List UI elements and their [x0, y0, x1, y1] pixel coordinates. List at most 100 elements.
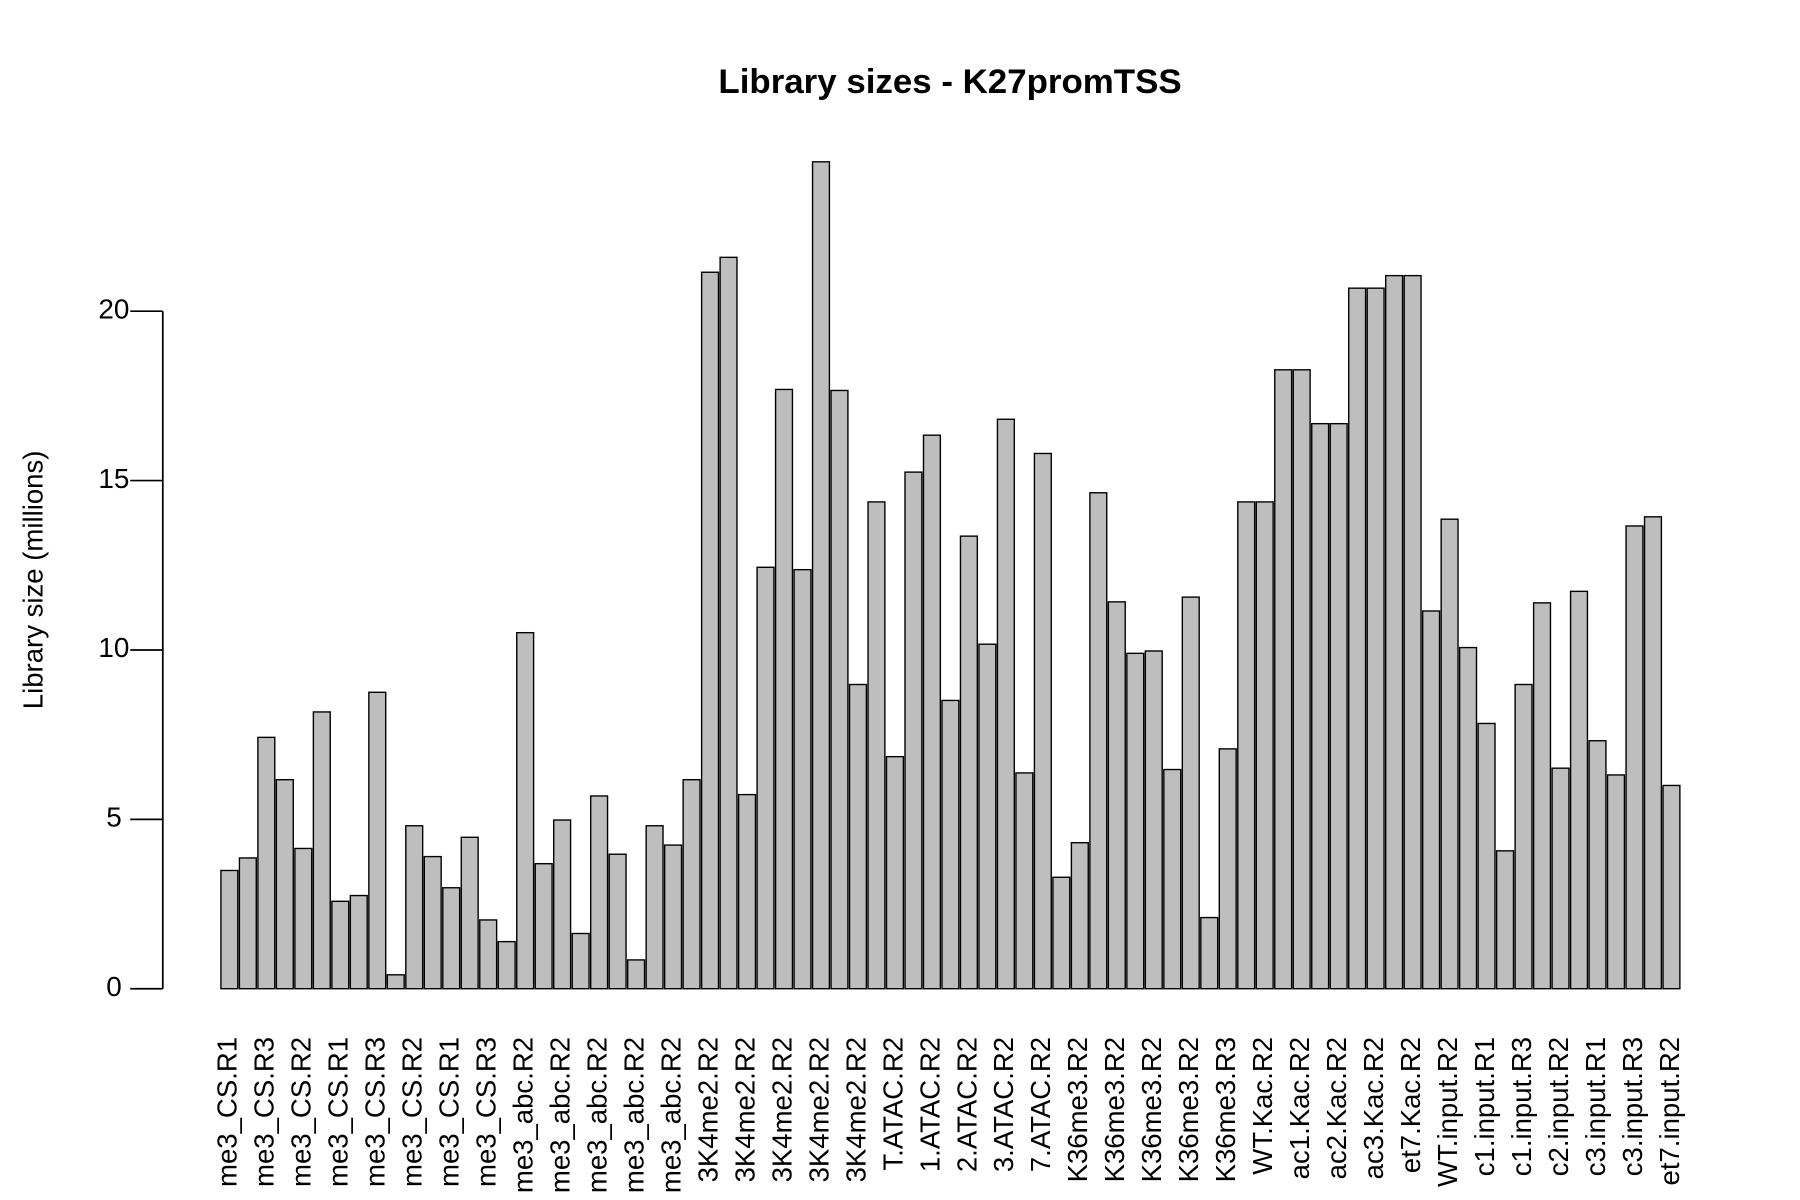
bar: [996, 418, 1015, 990]
bar: [534, 863, 553, 990]
bar: [1033, 452, 1052, 990]
chart-title: Library sizes - K27promTSS: [718, 63, 1181, 101]
bar: [645, 825, 664, 990]
x-tick-label: me3_CS.R3: [249, 1037, 280, 1187]
bar: [1311, 422, 1330, 990]
x-tick-label: 3K4me2.R2: [729, 1037, 760, 1182]
y-tick-label: 20: [98, 294, 129, 325]
x-tick-label: me3_CS.R2: [286, 1037, 317, 1187]
bar: [220, 869, 239, 990]
x-tick-label: ac3.Kac.R2: [1358, 1037, 1389, 1179]
bar: [978, 643, 997, 990]
x-tick-label: 7.ATAC.R2: [1025, 1037, 1056, 1172]
x-tick-label: 3.ATAC.R2: [988, 1037, 1019, 1172]
x-tick-label: T.ATAC.R2: [877, 1037, 908, 1171]
bar: [386, 974, 405, 990]
y-tick-label: 0: [106, 971, 122, 1002]
x-tick-label: et7.input.R2: [1654, 1037, 1685, 1186]
bar: [811, 161, 831, 990]
bar: [922, 434, 942, 990]
bar: [331, 900, 350, 990]
bar: [941, 699, 960, 990]
x-tick-label: me3_abc.R2: [581, 1037, 612, 1193]
bar: [1163, 768, 1182, 990]
bar: [608, 853, 627, 990]
bar: [737, 793, 757, 990]
x-tick-label: me3_CS.R1: [323, 1037, 354, 1187]
bar: [1329, 422, 1348, 990]
bar: [867, 501, 886, 990]
x-tick-label: me3_abc.R2: [507, 1037, 538, 1193]
x-tick-label: 3K4me2.R2: [803, 1037, 834, 1182]
x-tick-label: ac1.Kac.R2: [1284, 1037, 1315, 1179]
bar: [1625, 525, 1644, 990]
bar: [1200, 916, 1219, 990]
bar: [1292, 369, 1311, 990]
bar: [1514, 683, 1533, 990]
bar: [368, 691, 387, 990]
bar: [774, 388, 794, 990]
bar: [1588, 740, 1607, 990]
bar: [405, 825, 424, 990]
bar: [1532, 602, 1552, 990]
bar: [1089, 492, 1108, 990]
x-tick-label: me3_CS.R2: [396, 1037, 427, 1187]
bar: [275, 779, 294, 990]
x-tick-label: K36me3.R2: [1062, 1037, 1093, 1182]
bar: [793, 568, 812, 990]
bar: [1107, 601, 1126, 990]
bar: [830, 389, 849, 990]
x-tick-label: c3.input.R1: [1580, 1037, 1611, 1176]
x-tick-label: ac2.Kac.R2: [1321, 1037, 1352, 1179]
y-axis-label: Library size (millions): [17, 451, 48, 710]
bar: [1070, 842, 1089, 990]
x-tick-label: 3K4me2.R2: [692, 1037, 723, 1182]
bar: [1495, 850, 1515, 990]
bar: [904, 471, 923, 990]
bar: [1606, 774, 1626, 990]
x-tick-label: me3_abc.R2: [544, 1037, 575, 1193]
bar: [1384, 274, 1404, 990]
bar: [479, 919, 498, 990]
bar: [1052, 876, 1071, 990]
bar: [1458, 646, 1478, 990]
bar: [553, 819, 572, 990]
bar: [1348, 287, 1367, 990]
y-tick-label: 15: [98, 463, 129, 494]
x-tick-label: c2.input.R2: [1543, 1037, 1574, 1176]
bar: [1144, 650, 1163, 990]
bar: [1662, 784, 1681, 990]
x-tick-label: me3_CS.R1: [212, 1037, 243, 1187]
x-tick-label: K36me3.R2: [1099, 1037, 1130, 1182]
bar: [1255, 501, 1274, 990]
x-tick-label: c1.input.R3: [1506, 1037, 1537, 1176]
bar: [257, 736, 276, 990]
x-tick-label: WT.input.R2: [1432, 1037, 1463, 1187]
bar: [1421, 610, 1441, 990]
bar: [460, 836, 479, 990]
bar: [663, 844, 683, 990]
bar: [885, 755, 905, 990]
bar: [423, 855, 442, 990]
bar: [294, 847, 313, 990]
x-tick-label: et7.Kac.R2: [1395, 1037, 1426, 1173]
bar: [349, 894, 368, 990]
bar: [1440, 518, 1459, 990]
bar: [312, 711, 331, 990]
x-tick-label: c3.input.R3: [1617, 1037, 1648, 1176]
bar: [1237, 501, 1256, 990]
x-tick-label: me3_CS.R3: [470, 1037, 501, 1187]
bar: [1551, 767, 1570, 990]
bar: [848, 683, 868, 990]
bar: [1403, 274, 1422, 990]
bar: [1181, 596, 1200, 990]
x-tick-label: me3_abc.R2: [618, 1037, 649, 1193]
x-tick-label: me3_abc.R2: [655, 1037, 686, 1193]
bar: [682, 779, 701, 990]
x-tick-label: me3_CS.R3: [359, 1037, 390, 1187]
bar: [1643, 516, 1663, 990]
bar: [1477, 722, 1496, 990]
bar: [626, 959, 646, 990]
bar: [497, 940, 516, 990]
